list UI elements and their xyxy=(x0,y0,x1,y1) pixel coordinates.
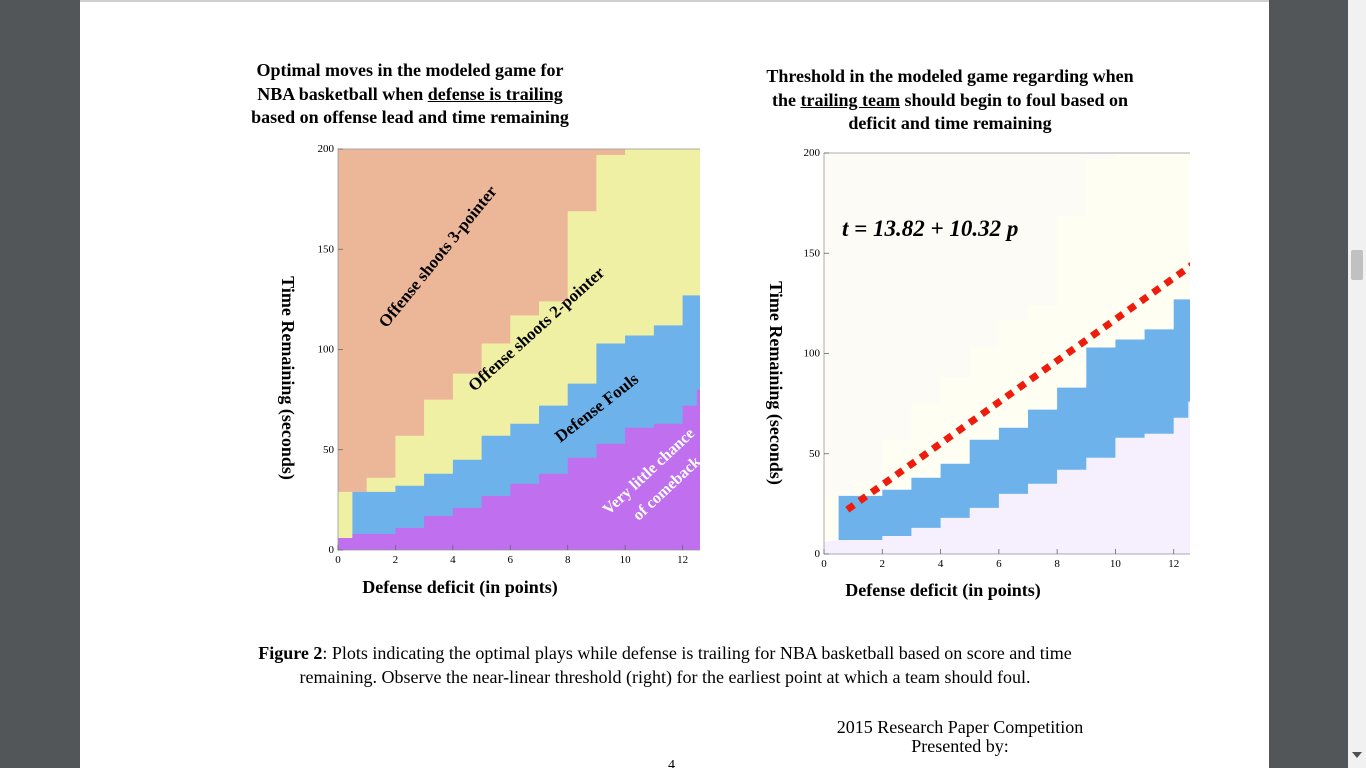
right-chart-ylabel: Time Remaining (seconds) xyxy=(765,281,786,485)
x-tick-label: 8 xyxy=(1054,558,1060,570)
x-tick-label: 0 xyxy=(335,554,341,566)
caption-text: : Plots indicating the optimal plays whi… xyxy=(299,643,1072,687)
right-chart-axes: 02468101214050100150200 xyxy=(804,147,1190,570)
x-tick-label: 12 xyxy=(677,554,688,566)
footer-line-1: 2015 Research Paper Competition xyxy=(836,717,1084,737)
y-tick-label: 50 xyxy=(323,444,335,456)
left-plot-title: Optimal moves in the modeled game for NB… xyxy=(240,59,580,130)
x-tick-label: 10 xyxy=(1110,558,1122,570)
y-tick-label: 100 xyxy=(804,348,821,360)
left-chart: 02468101214050100150200 Offense shoots 3… xyxy=(277,143,700,598)
left-chart-axes: 02468101214050100150200 xyxy=(318,143,700,566)
left-chart-regions xyxy=(338,149,700,550)
page-top-border xyxy=(80,0,1269,2)
left-title-text-1: Optimal moves in the modeled game for NB… xyxy=(256,60,564,104)
caption-label: Figure 2 xyxy=(258,643,323,663)
right-chart-regions xyxy=(824,153,1190,554)
y-tick-label: 0 xyxy=(329,544,335,556)
y-tick-label: 150 xyxy=(318,243,335,255)
x-tick-label: 2 xyxy=(880,558,886,570)
x-tick-label: 6 xyxy=(996,558,1002,570)
x-tick-label: 10 xyxy=(620,554,632,566)
scrollbar-thumb[interactable] xyxy=(1351,250,1363,280)
right-title-underlined: trailing team xyxy=(800,89,900,110)
region-notch xyxy=(498,416,525,419)
y-tick-label: 200 xyxy=(804,147,821,159)
x-tick-label: 6 xyxy=(508,554,514,566)
right-title-text-1: Threshold in the modeled game regarding … xyxy=(766,66,1134,110)
right-chart: 02468101214050100150200 t = 13.82 + 10.3… xyxy=(765,147,1190,601)
figure-caption: Figure 2: Plots indicating the optimal p… xyxy=(225,641,1105,689)
region-faint-comeback xyxy=(824,401,1190,554)
region-notch xyxy=(498,410,525,413)
left-chart-ylabel: Time Remaining (seconds) xyxy=(277,276,298,480)
left-title-text-2: based on offense lead and time remaining xyxy=(251,107,569,127)
document-page: Optimal moves in the modeled game for NB… xyxy=(80,0,1269,768)
region-defense-fouls xyxy=(838,299,1190,540)
y-tick-label: 150 xyxy=(804,247,821,259)
right-chart-xlabel: Defense deficit (in points) xyxy=(845,580,1040,601)
left-title-underlined: defense is trailing xyxy=(427,83,563,104)
footer-line-2: Presented by: xyxy=(911,736,1009,756)
y-tick-label: 200 xyxy=(318,143,335,155)
x-tick-label: 12 xyxy=(1168,558,1179,570)
x-tick-label: 4 xyxy=(450,554,456,566)
y-tick-label: 50 xyxy=(809,448,821,460)
y-tick-label: 100 xyxy=(318,344,335,356)
fit-equation: t = 13.82 + 10.32 p xyxy=(842,216,1018,241)
x-tick-label: 2 xyxy=(393,554,399,566)
x-tick-label: 4 xyxy=(938,558,944,570)
x-tick-label: 0 xyxy=(821,558,827,570)
right-title-text-2: should begin to foul based on deficit an… xyxy=(848,89,1129,134)
right-plot-title: Threshold in the modeled game regarding … xyxy=(760,65,1140,136)
region-very-little-chance xyxy=(338,389,700,550)
region-notch xyxy=(987,424,1014,427)
x-tick-label: 8 xyxy=(565,554,571,566)
page-number: 4 xyxy=(668,758,675,768)
scroll-down-arrow-icon[interactable] xyxy=(1352,752,1362,758)
y-tick-label: 0 xyxy=(815,548,821,560)
left-chart-xlabel: Defense deficit (in points) xyxy=(362,577,557,598)
vertical-scrollbar[interactable] xyxy=(1348,0,1366,768)
fit-line xyxy=(845,262,1190,513)
